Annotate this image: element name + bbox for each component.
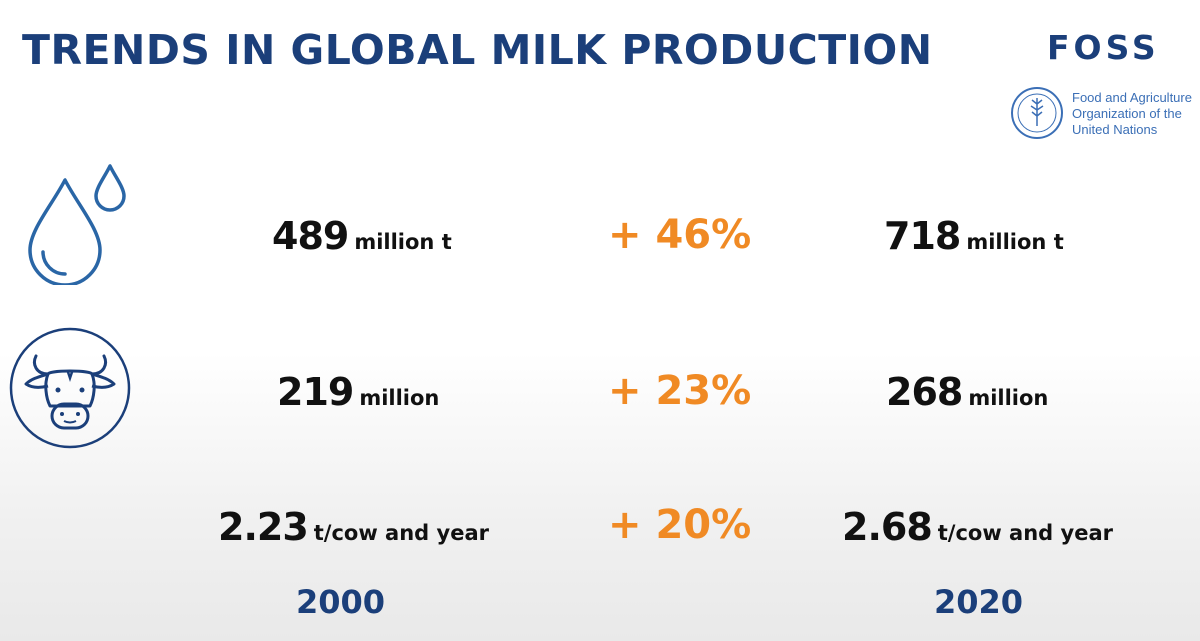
stat-unit: t/cow and year	[313, 521, 489, 545]
stat-value: 718	[884, 214, 961, 258]
fao-line-2: Organization of the	[1072, 106, 1182, 121]
stat-2020-milk: 718 million t	[884, 214, 1064, 258]
milk-drops-icon	[28, 164, 126, 285]
stat-value: 2.23	[218, 505, 309, 549]
fao-emblem-icon	[1011, 87, 1063, 139]
stat-value: 489	[272, 214, 349, 258]
change-milk: + 46%	[608, 212, 752, 258]
year-2020-label: 2020	[934, 583, 1024, 621]
stat-unit: million	[359, 386, 440, 410]
stat-value: 2.68	[842, 505, 933, 549]
fao-name: Food and Agriculture Organization of the…	[1072, 90, 1200, 138]
fao-line-3: United Nations	[1072, 122, 1158, 137]
stat-unit: million	[968, 386, 1049, 410]
year-2000-label: 2000	[296, 583, 386, 621]
page-title: TRENDS IN GLOBAL MILK PRODUCTION	[22, 26, 933, 74]
stat-2000-cows: 219 million	[277, 370, 439, 414]
stat-unit: million t	[966, 230, 1064, 254]
stat-2000-milk: 489 million t	[272, 214, 452, 258]
stat-unit: t/cow and year	[937, 521, 1113, 545]
stat-2020-yield: 2.68 t/cow and year	[842, 505, 1113, 549]
foss-logo: FOSS	[1047, 28, 1160, 67]
change-cows: + 23%	[608, 368, 752, 414]
fao-line-1: Food and Agriculture	[1072, 90, 1192, 105]
stat-value: 219	[277, 370, 354, 414]
stat-unit: million t	[354, 230, 452, 254]
stat-2020-cows: 268 million	[886, 370, 1048, 414]
change-yield: + 20%	[608, 502, 752, 548]
stat-value: 268	[886, 370, 963, 414]
stat-2000-yield: 2.23 t/cow and year	[218, 505, 489, 549]
cow-icon	[9, 327, 131, 449]
